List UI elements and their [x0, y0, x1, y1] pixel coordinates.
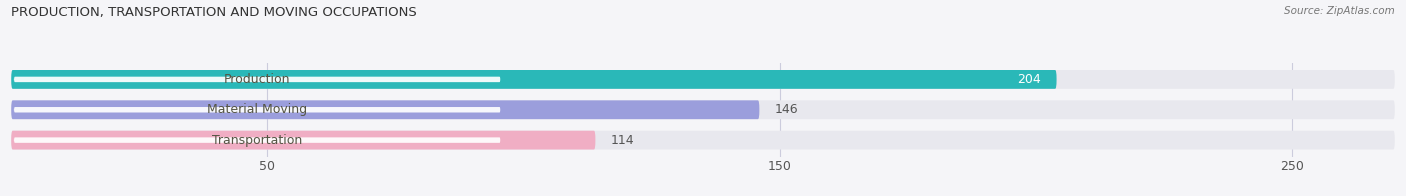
FancyBboxPatch shape	[14, 106, 501, 113]
Text: Source: ZipAtlas.com: Source: ZipAtlas.com	[1284, 6, 1395, 16]
Text: Production: Production	[224, 73, 291, 86]
Text: 204: 204	[1018, 73, 1042, 86]
FancyBboxPatch shape	[11, 100, 1395, 119]
Text: 146: 146	[775, 103, 799, 116]
FancyBboxPatch shape	[11, 70, 1395, 89]
FancyBboxPatch shape	[14, 76, 501, 83]
Text: PRODUCTION, TRANSPORTATION AND MOVING OCCUPATIONS: PRODUCTION, TRANSPORTATION AND MOVING OC…	[11, 6, 418, 19]
FancyBboxPatch shape	[11, 131, 595, 150]
Text: Transportation: Transportation	[212, 134, 302, 147]
FancyBboxPatch shape	[14, 137, 501, 143]
Text: 114: 114	[610, 134, 634, 147]
FancyBboxPatch shape	[11, 131, 1395, 150]
Text: Material Moving: Material Moving	[207, 103, 308, 116]
FancyBboxPatch shape	[11, 70, 1056, 89]
FancyBboxPatch shape	[11, 100, 759, 119]
